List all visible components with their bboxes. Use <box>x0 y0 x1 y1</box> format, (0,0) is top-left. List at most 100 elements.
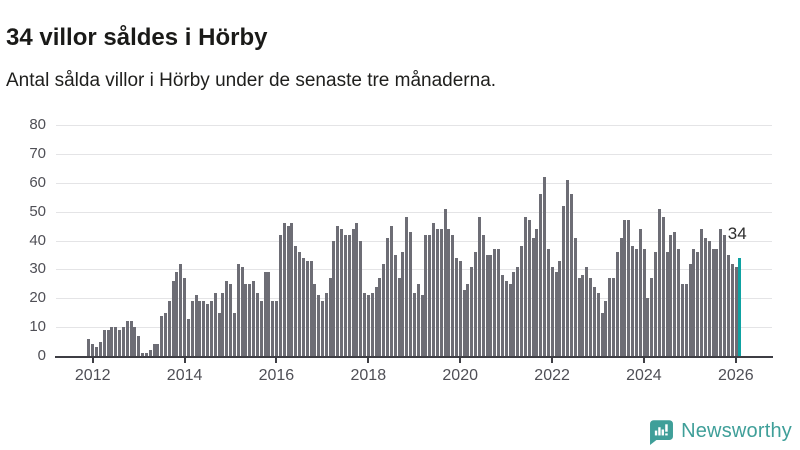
bar <box>141 353 144 356</box>
bar <box>562 205 566 356</box>
bar <box>569 194 573 356</box>
bar <box>332 240 336 356</box>
x-axis-tick <box>367 358 370 363</box>
bar <box>317 295 321 356</box>
x-axis-tick-label: 2020 <box>442 367 478 384</box>
newsworthy-wordmark: Newsworthy <box>681 420 792 442</box>
bar <box>114 327 118 356</box>
bar <box>183 278 187 356</box>
bar <box>631 246 635 356</box>
bar <box>508 283 512 356</box>
y-axis-tick-label: 10 <box>29 318 46 336</box>
bar <box>221 292 225 356</box>
bar <box>229 283 232 356</box>
x-axis-tick-label: 2022 <box>534 367 570 384</box>
bar <box>550 266 554 356</box>
bar <box>129 321 133 357</box>
bar <box>634 249 638 356</box>
bar <box>225 280 229 356</box>
x-axis-tick <box>183 358 186 363</box>
bar <box>439 228 443 356</box>
bar <box>106 330 110 356</box>
bar <box>271 301 275 356</box>
bar <box>366 295 370 356</box>
bar <box>558 260 562 356</box>
newsworthy-logo[interactable]: Newsworthy <box>648 418 792 445</box>
bar <box>370 292 374 356</box>
bar <box>589 278 592 356</box>
bar <box>657 208 661 356</box>
bar <box>164 312 167 356</box>
bar <box>673 231 677 356</box>
bar <box>121 327 125 356</box>
chart-subtitle: Antal sålda villor i Hörby under de sena… <box>6 70 497 91</box>
bar <box>267 272 271 356</box>
x-axis-tick-label: 2012 <box>74 367 111 384</box>
bar <box>455 257 458 356</box>
bar <box>351 228 355 356</box>
bar <box>91 344 95 356</box>
bar <box>244 283 248 356</box>
bar <box>692 249 696 356</box>
bar <box>520 246 523 356</box>
bar <box>209 301 213 356</box>
x-axis-tick <box>91 358 94 363</box>
gridline <box>56 269 772 271</box>
bar <box>665 252 669 357</box>
bar <box>638 228 642 356</box>
bar <box>577 278 581 356</box>
bar <box>409 231 412 356</box>
bar <box>677 249 680 356</box>
x-axis-tick <box>642 358 645 363</box>
bar <box>359 240 363 356</box>
highlighted-bar-value: 34 <box>727 224 747 243</box>
bar <box>290 223 294 356</box>
bar <box>397 278 401 356</box>
bar <box>493 249 497 356</box>
bar <box>504 280 508 356</box>
bar <box>328 278 332 356</box>
bar <box>313 283 317 356</box>
bar <box>118 330 121 356</box>
highlighted-bar <box>738 257 742 356</box>
bar <box>294 246 298 356</box>
bar <box>470 266 474 356</box>
bar <box>179 263 183 356</box>
bar <box>608 278 612 356</box>
bar <box>481 234 485 356</box>
bar <box>723 234 726 356</box>
bar <box>309 260 313 356</box>
bar <box>581 275 585 356</box>
bar <box>156 344 160 356</box>
bar <box>443 208 447 356</box>
bar <box>386 237 389 356</box>
bar <box>152 344 156 356</box>
bar <box>535 228 539 356</box>
gridline <box>56 211 772 213</box>
bar <box>688 263 692 356</box>
bar <box>259 301 263 356</box>
bar <box>248 283 252 356</box>
bar <box>412 292 416 356</box>
bar <box>654 252 658 357</box>
bar <box>102 330 106 356</box>
bar <box>389 226 393 356</box>
bar <box>355 223 359 356</box>
y-axis-tick-label: 30 <box>29 260 46 278</box>
y-axis-tick-label: 80 <box>29 116 46 133</box>
bar <box>730 263 734 356</box>
bar <box>298 252 301 357</box>
bar <box>477 217 481 356</box>
bar <box>516 266 520 356</box>
bar <box>619 237 623 356</box>
bar <box>263 272 267 356</box>
x-axis-tick <box>459 358 462 363</box>
bar <box>711 249 715 356</box>
x-axis-tick-label: 2026 <box>718 367 754 384</box>
bar <box>592 286 596 356</box>
bar <box>175 272 179 356</box>
x-axis-line <box>55 356 773 358</box>
gridline <box>56 125 772 126</box>
bar <box>566 179 569 356</box>
